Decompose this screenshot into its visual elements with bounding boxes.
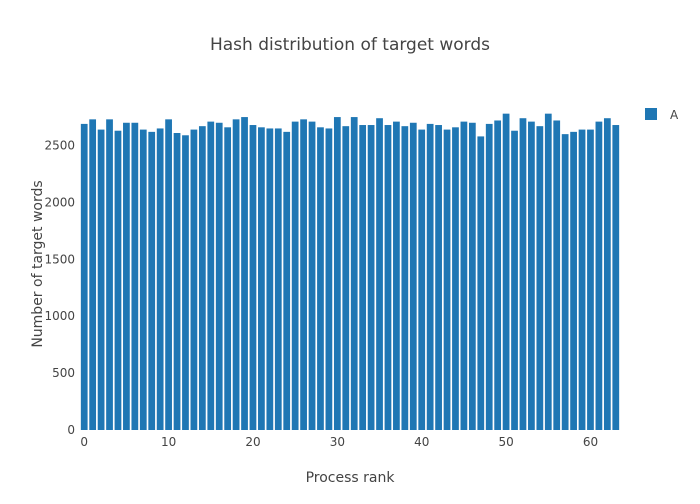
legend-label[interactable]: A <box>670 108 679 122</box>
bar-44[interactable] <box>452 127 459 430</box>
bar-15[interactable] <box>207 121 215 431</box>
bar-20[interactable] <box>249 125 257 430</box>
bar-17[interactable] <box>224 127 232 430</box>
bar-9[interactable] <box>156 128 164 430</box>
y-tick-label: 500 <box>52 366 75 380</box>
bar-33[interactable] <box>359 125 367 430</box>
bar-61[interactable] <box>595 121 603 431</box>
bar-27[interactable] <box>308 121 316 431</box>
legend-swatch[interactable] <box>645 108 657 120</box>
x-tick-label: 20 <box>245 435 260 449</box>
bar-28[interactable] <box>317 127 324 430</box>
bar-57[interactable] <box>561 134 569 430</box>
bar-0[interactable] <box>80 123 88 431</box>
bar-53[interactable] <box>528 121 535 431</box>
bar-60[interactable] <box>587 129 594 430</box>
bars-group <box>80 113 620 431</box>
bar-37[interactable] <box>393 121 400 431</box>
bar-54[interactable] <box>536 126 544 431</box>
bar-55[interactable] <box>544 113 552 430</box>
x-axis-label: Process rank <box>306 470 396 486</box>
y-tick-label: 0 <box>67 423 75 437</box>
bar-26[interactable] <box>300 119 307 430</box>
bar-58[interactable] <box>570 131 577 431</box>
bar-62[interactable] <box>603 118 611 431</box>
bar-59[interactable] <box>578 129 586 430</box>
y-axis-ticks: 0 500 1000 1500 2000 2500 <box>44 139 75 437</box>
bar-23[interactable] <box>274 128 282 430</box>
y-tick-label: 1500 <box>44 252 75 266</box>
x-axis-ticks: 0 10 20 30 40 50 60 <box>80 435 598 449</box>
bar-7[interactable] <box>139 129 147 430</box>
y-axis-label: Number of target words <box>30 180 46 347</box>
bar-2[interactable] <box>97 129 105 430</box>
bar-19[interactable] <box>241 117 248 430</box>
x-tick-label: 40 <box>414 435 429 449</box>
x-tick-label: 60 <box>583 435 598 449</box>
chart-title: Hash distribution of target words <box>210 35 490 55</box>
bar-21[interactable] <box>258 127 265 430</box>
y-tick-label: 1000 <box>44 309 75 323</box>
bar-49[interactable] <box>494 120 502 430</box>
x-tick-label: 10 <box>161 435 176 449</box>
bar-25[interactable] <box>291 121 299 431</box>
y-tick-label: 2500 <box>44 139 75 153</box>
bar-14[interactable] <box>198 126 206 431</box>
bar-41[interactable] <box>426 123 434 431</box>
bar-4[interactable] <box>114 130 122 430</box>
bar-51[interactable] <box>511 130 518 430</box>
x-tick-label: 30 <box>330 435 345 449</box>
bar-8[interactable] <box>148 131 156 431</box>
bar-52[interactable] <box>519 118 527 431</box>
bar-40[interactable] <box>418 129 426 430</box>
bar-42[interactable] <box>435 125 442 430</box>
bar-1[interactable] <box>89 119 97 430</box>
bar-39[interactable] <box>409 122 417 430</box>
bar-32[interactable] <box>350 117 358 430</box>
bar-38[interactable] <box>401 126 409 431</box>
x-tick-label: 0 <box>80 435 88 449</box>
bar-24[interactable] <box>283 131 291 431</box>
bar-5[interactable] <box>123 122 130 430</box>
bar-11[interactable] <box>173 133 181 430</box>
bar-3[interactable] <box>106 119 113 430</box>
bar-30[interactable] <box>333 117 341 430</box>
bar-45[interactable] <box>460 121 468 431</box>
x-tick-label: 50 <box>498 435 513 449</box>
legend[interactable]: A <box>645 108 679 122</box>
bar-48[interactable] <box>485 123 493 431</box>
bar-63[interactable] <box>612 125 620 430</box>
bar-22[interactable] <box>266 128 274 430</box>
y-tick-label: 2000 <box>44 195 75 209</box>
bar-47[interactable] <box>477 136 485 430</box>
bar-43[interactable] <box>443 129 451 430</box>
bar-34[interactable] <box>367 125 375 430</box>
bar-16[interactable] <box>215 122 223 430</box>
bar-50[interactable] <box>502 113 510 430</box>
bar-10[interactable] <box>165 119 172 430</box>
bar-29[interactable] <box>325 128 333 430</box>
bar-6[interactable] <box>131 122 139 430</box>
bar-46[interactable] <box>468 122 476 430</box>
bar-56[interactable] <box>553 120 561 430</box>
bar-13[interactable] <box>190 129 198 430</box>
bar-31[interactable] <box>342 126 350 431</box>
bar-36[interactable] <box>384 125 392 430</box>
bar-35[interactable] <box>376 118 383 431</box>
bar-18[interactable] <box>232 119 240 430</box>
bar-12[interactable] <box>182 135 189 430</box>
